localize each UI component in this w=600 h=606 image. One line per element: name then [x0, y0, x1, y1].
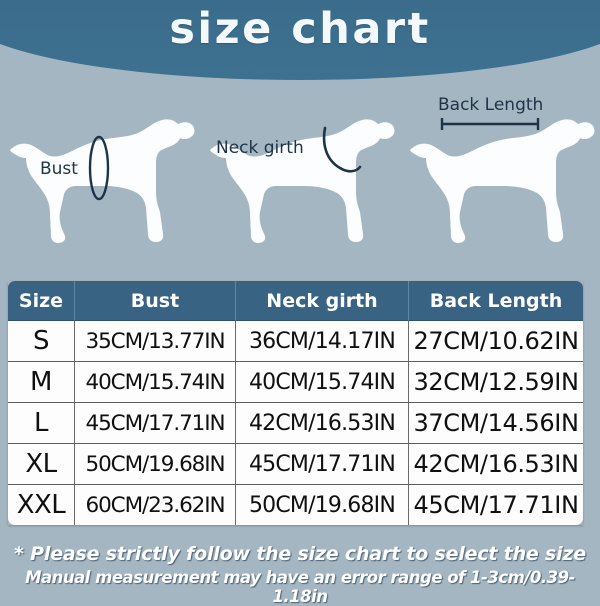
column-header-back-length: Back Length [409, 281, 583, 321]
cell-neck-girth: 42CM/16.53IN [236, 403, 409, 444]
cell-neck-girth: 40CM/15.74IN [236, 362, 409, 403]
illustration-back-length: Back Length [400, 88, 600, 278]
cell-bust: 60CM/23.62IN [75, 485, 236, 525]
table-row: XL 50CM/19.68IN 45CM/17.71IN 42CM/16.53I… [8, 444, 583, 485]
cell-back-length: 37CM/14.56IN [409, 403, 583, 444]
neck-girth-measure-arc [322, 126, 362, 173]
dog-silhouette-icon [410, 119, 595, 243]
cell-back-length: 32CM/12.59IN [409, 362, 583, 403]
footer-disclaimer: * Please strictly follow the size chart … [0, 543, 600, 606]
illustration-neck-girth: Neck girth [200, 88, 400, 278]
cell-size: XL [8, 444, 75, 485]
cell-size: L [8, 403, 75, 444]
column-header-bust: Bust [75, 281, 236, 321]
cell-back-length: 45CM/17.71IN [409, 485, 583, 525]
cell-back-length: 42CM/16.53IN [409, 444, 583, 485]
cell-bust: 40CM/15.74IN [75, 362, 236, 403]
cell-bust: 35CM/13.77IN [75, 321, 236, 362]
table-header-row: Size Bust Neck girth Back Length [8, 281, 583, 321]
column-header-size: Size [8, 281, 75, 321]
cell-size: M [8, 362, 75, 403]
illustration-strip: Bust Neck girth Back Length [0, 88, 600, 278]
cell-back-length: 27CM/10.62IN [409, 321, 583, 362]
header-banner: size chart [0, 0, 600, 88]
table-row: M 40CM/15.74IN 40CM/15.74IN 32CM/12.59IN [8, 362, 583, 403]
footer-line-primary: * Please strictly follow the size chart … [14, 543, 586, 565]
back-length-measure-arrow [440, 118, 540, 130]
cell-size: XXL [8, 485, 75, 525]
cell-neck-girth: 36CM/14.17IN [236, 321, 409, 362]
dog-silhouette-icon [10, 119, 195, 243]
cell-neck-girth: 50CM/19.68IN [236, 485, 409, 525]
footer-line-secondary: Manual measurement may have an error ran… [25, 568, 575, 606]
banner-curve-shape [0, 0, 600, 80]
column-header-neck-girth: Neck girth [236, 281, 409, 321]
neck-girth-label: Neck girth [216, 138, 304, 158]
size-chart-table: Size Bust Neck girth Back Length S 35CM/… [8, 281, 583, 525]
table-row: L 45CM/17.71IN 42CM/16.53IN 37CM/14.56IN [8, 403, 583, 444]
back-length-label: Back Length [438, 95, 543, 115]
illustration-bust: Bust [0, 88, 200, 278]
table-row: S 35CM/13.77IN 36CM/14.17IN 27CM/10.62IN [8, 321, 583, 362]
cell-bust: 50CM/19.68IN [75, 444, 236, 485]
dog-silhouette-icon [210, 119, 395, 243]
cell-bust: 45CM/17.71IN [75, 403, 236, 444]
page-title: size chart [169, 4, 431, 54]
cell-neck-girth: 45CM/17.71IN [236, 444, 409, 485]
table-row: XXL 60CM/23.62IN 50CM/19.68IN 45CM/17.71… [8, 485, 583, 525]
bust-measure-ellipse [88, 135, 110, 201]
cell-size: S [8, 321, 75, 362]
bust-label: Bust [40, 159, 78, 179]
